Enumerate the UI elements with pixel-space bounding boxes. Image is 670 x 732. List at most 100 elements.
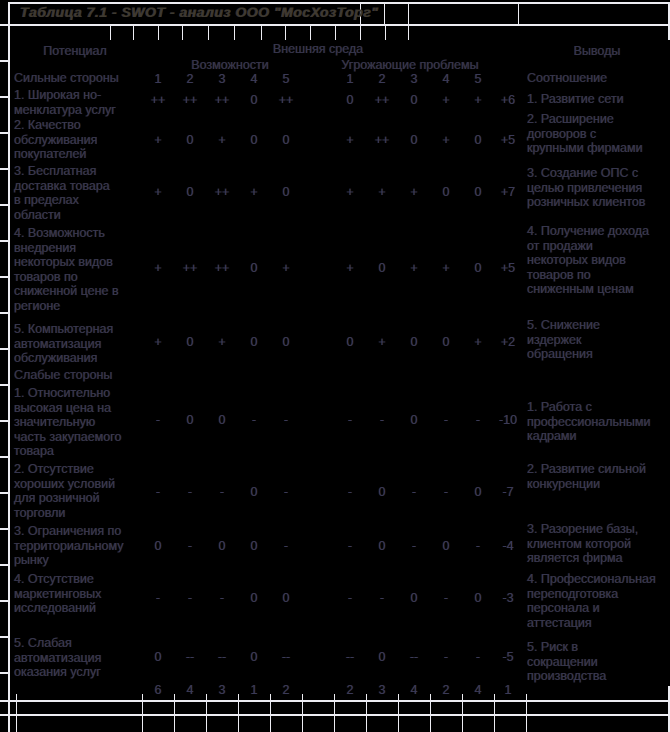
matrix-cell[interactable]: - bbox=[155, 485, 161, 499]
matrix-cell[interactable]: - bbox=[347, 591, 353, 605]
row-total-cell[interactable]: +5 bbox=[500, 133, 516, 147]
matrix-cell[interactable]: - bbox=[475, 650, 481, 664]
header-ratio[interactable]: Соотношение bbox=[527, 71, 608, 85]
threat-col-number[interactable]: 1 bbox=[346, 72, 354, 86]
matrix-cell[interactable]: + bbox=[442, 261, 450, 275]
threat-col-number[interactable]: 4 bbox=[442, 72, 450, 86]
matrix-cell[interactable]: ++ bbox=[182, 93, 198, 107]
matrix-cell[interactable]: 0 bbox=[218, 413, 226, 427]
matrix-cell[interactable]: - bbox=[251, 413, 257, 427]
matrix-cell[interactable]: 0 bbox=[186, 185, 194, 199]
matrix-cell[interactable]: - bbox=[379, 591, 385, 605]
matrix-cell[interactable]: + bbox=[154, 133, 162, 147]
matrix-cell[interactable]: - bbox=[347, 413, 353, 427]
matrix-cell[interactable]: - bbox=[155, 413, 161, 427]
matrix-cell[interactable]: - bbox=[187, 539, 193, 553]
matrix-cell[interactable]: 0 bbox=[474, 591, 482, 605]
matrix-cell[interactable]: - bbox=[347, 539, 353, 553]
matrix-cell[interactable]: 0 bbox=[250, 261, 258, 275]
header-opportunities[interactable]: Возможности bbox=[191, 58, 269, 72]
matrix-cell[interactable]: ++ bbox=[150, 93, 166, 107]
matrix-cell[interactable]: 0 bbox=[250, 485, 258, 499]
matrix-cell[interactable]: 0 bbox=[250, 335, 258, 349]
matrix-cell[interactable]: - bbox=[443, 485, 449, 499]
matrix-cell[interactable]: - bbox=[379, 413, 385, 427]
matrix-cell[interactable]: - bbox=[443, 591, 449, 605]
sum-grand-cell[interactable]: 1 bbox=[504, 683, 512, 697]
conclusion-strength-item[interactable]: 2. Расширение договоров с крупными фирма… bbox=[527, 112, 643, 155]
conclusion-weakness-item[interactable]: 1. Работа с профессиональными кадрами bbox=[527, 400, 651, 443]
row-total-cell[interactable]: +5 bbox=[500, 261, 516, 275]
row-total-cell[interactable]: -4 bbox=[502, 539, 514, 553]
matrix-cell[interactable]: -- bbox=[217, 650, 227, 664]
row-total-cell[interactable]: +6 bbox=[500, 93, 516, 107]
matrix-cell[interactable]: + bbox=[154, 335, 162, 349]
sum-opportunity-cell[interactable]: 4 bbox=[186, 683, 194, 697]
conclusion-weakness-item[interactable]: 5. Риск в сокращении производства bbox=[527, 640, 607, 683]
conclusion-weakness-item[interactable]: 3. Разорение базы, клиентом которой явля… bbox=[527, 522, 639, 565]
matrix-cell[interactable]: -- bbox=[281, 650, 291, 664]
matrix-cell[interactable]: + bbox=[346, 133, 354, 147]
matrix-cell[interactable]: + bbox=[218, 133, 226, 147]
sum-threat-cell[interactable]: 4 bbox=[474, 683, 482, 697]
matrix-cell[interactable]: + bbox=[378, 335, 386, 349]
conclusion-strength-item[interactable]: 3. Создание ОПС с целью привлечения розн… bbox=[527, 166, 646, 209]
matrix-cell[interactable]: 0 bbox=[410, 591, 418, 605]
matrix-cell[interactable]: -- bbox=[185, 650, 195, 664]
sum-threat-cell[interactable]: 4 bbox=[410, 683, 418, 697]
matrix-cell[interactable]: 0 bbox=[378, 485, 386, 499]
matrix-cell[interactable]: + bbox=[410, 261, 418, 275]
matrix-cell[interactable]: + bbox=[250, 185, 258, 199]
opportunity-col-number[interactable]: 3 bbox=[218, 72, 226, 86]
conclusion-strength-item[interactable]: 4. Получение дохода от продажи некоторых… bbox=[527, 224, 650, 296]
row-label-cell[interactable]: 4. Отсутствие маркетинговых исследований bbox=[14, 572, 102, 615]
row-total-cell[interactable]: -7 bbox=[502, 485, 514, 499]
threat-col-number[interactable]: 5 bbox=[474, 72, 482, 86]
matrix-cell[interactable]: 0 bbox=[250, 539, 258, 553]
matrix-cell[interactable]: + bbox=[154, 185, 162, 199]
row-total-cell[interactable]: +2 bbox=[500, 335, 516, 349]
row-total-cell[interactable]: -5 bbox=[502, 650, 514, 664]
matrix-cell[interactable]: 0 bbox=[154, 539, 162, 553]
sum-opportunity-cell[interactable]: 1 bbox=[250, 683, 258, 697]
matrix-cell[interactable]: 0 bbox=[282, 185, 290, 199]
row-label-cell[interactable]: 1. Относительно высокая цена на значител… bbox=[14, 386, 122, 458]
row-label-cell[interactable]: 3. Бесплатная доставка товара в пределах… bbox=[14, 164, 110, 222]
matrix-cell[interactable]: + bbox=[378, 185, 386, 199]
matrix-cell[interactable]: 0 bbox=[378, 539, 386, 553]
matrix-cell[interactable]: 0 bbox=[410, 335, 418, 349]
matrix-cell[interactable]: ++ bbox=[182, 261, 198, 275]
conclusion-weakness-item[interactable]: 2. Развитие сильной конкуренции bbox=[527, 462, 646, 491]
matrix-cell[interactable]: + bbox=[346, 261, 354, 275]
matrix-cell[interactable]: - bbox=[187, 485, 193, 499]
matrix-cell[interactable]: ++ bbox=[214, 261, 230, 275]
matrix-cell[interactable]: 0 bbox=[250, 133, 258, 147]
conclusion-strength-item[interactable]: 5. Снижение издержек обращения bbox=[527, 318, 600, 361]
matrix-cell[interactable]: 0 bbox=[250, 591, 258, 605]
row-label-cell[interactable]: 5. Слабая автоматизация оказания услуг bbox=[14, 636, 102, 679]
matrix-cell[interactable]: 0 bbox=[186, 413, 194, 427]
matrix-cell[interactable]: 0 bbox=[186, 335, 194, 349]
matrix-cell[interactable]: + bbox=[282, 261, 290, 275]
matrix-cell[interactable]: 0 bbox=[250, 650, 258, 664]
matrix-cell[interactable]: - bbox=[411, 485, 417, 499]
matrix-cell[interactable]: + bbox=[442, 133, 450, 147]
matrix-cell[interactable]: 0 bbox=[250, 93, 258, 107]
matrix-cell[interactable]: - bbox=[347, 485, 353, 499]
matrix-cell[interactable]: - bbox=[475, 539, 481, 553]
matrix-cell[interactable]: 0 bbox=[474, 485, 482, 499]
matrix-cell[interactable]: ++ bbox=[374, 133, 390, 147]
header-strengths[interactable]: Сильные стороны bbox=[14, 71, 119, 85]
row-label-cell[interactable]: 5. Компьютерная автоматизация обслуживан… bbox=[14, 322, 114, 365]
row-label-cell[interactable]: 3. Ограничения по территориальному рынку bbox=[14, 524, 124, 567]
matrix-cell[interactable]: - bbox=[283, 485, 289, 499]
matrix-cell[interactable]: 0 bbox=[410, 93, 418, 107]
threat-col-number[interactable]: 3 bbox=[410, 72, 418, 86]
matrix-cell[interactable]: - bbox=[283, 539, 289, 553]
conclusion-strength-item[interactable]: 1. Развитие сети bbox=[527, 92, 624, 106]
matrix-cell[interactable]: - bbox=[443, 650, 449, 664]
matrix-cell[interactable]: - bbox=[283, 413, 289, 427]
matrix-cell[interactable]: 0 bbox=[474, 261, 482, 275]
matrix-cell[interactable]: 0 bbox=[442, 335, 450, 349]
row-total-cell[interactable]: +7 bbox=[500, 185, 516, 199]
